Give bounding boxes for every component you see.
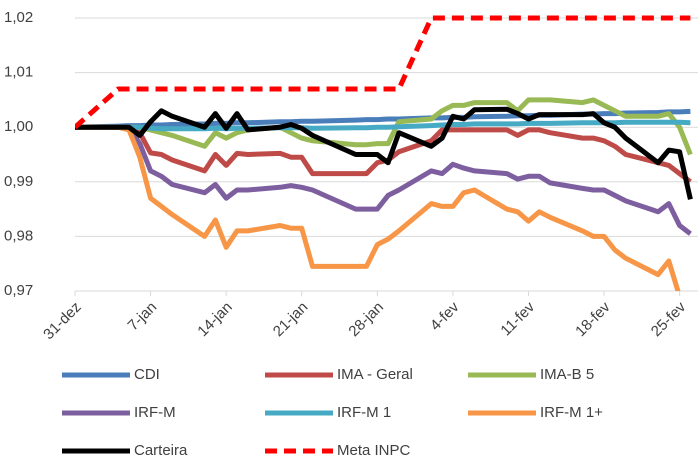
y-tick-label: 0,97 (4, 282, 33, 299)
x-tick-label: 4-fev (427, 298, 463, 334)
x-tick-label: 14-jan (194, 299, 236, 341)
x-tick-label: 11-fev (497, 298, 538, 339)
legend-label: IMA-B 5 (540, 366, 594, 383)
series-line (75, 124, 681, 291)
x-tick-label: 28-jan (345, 299, 387, 341)
legend-label: Carteira (134, 442, 188, 459)
legend-label: CDI (134, 366, 160, 383)
y-tick-label: 0,98 (4, 227, 33, 244)
legend-label: Meta INPC (337, 442, 411, 459)
legend-label: IRF-M 1 (337, 404, 391, 421)
series-line (75, 106, 693, 200)
legend-label: IMA - Geral (337, 366, 413, 383)
series-line (75, 119, 691, 132)
series-line (75, 124, 692, 184)
series-line (75, 97, 693, 156)
x-tick-label: 25-fev (648, 298, 690, 340)
y-tick-label: 1,02 (4, 9, 33, 26)
series-line (75, 15, 691, 130)
x-tick-label: 7-jan (125, 299, 161, 335)
y-tick-label: 1,00 (4, 118, 33, 135)
x-tick-label: 31-dez (40, 299, 84, 343)
series-line (75, 124, 692, 236)
legend-label: IRF-M (134, 404, 176, 421)
y-tick-label: 0,99 (4, 173, 33, 190)
legend-label: IRF-M 1+ (540, 404, 603, 421)
y-tick-label: 1,01 (4, 64, 33, 81)
x-tick-label: 18-fev (572, 298, 614, 340)
x-tick-label: 21-jan (270, 299, 312, 341)
